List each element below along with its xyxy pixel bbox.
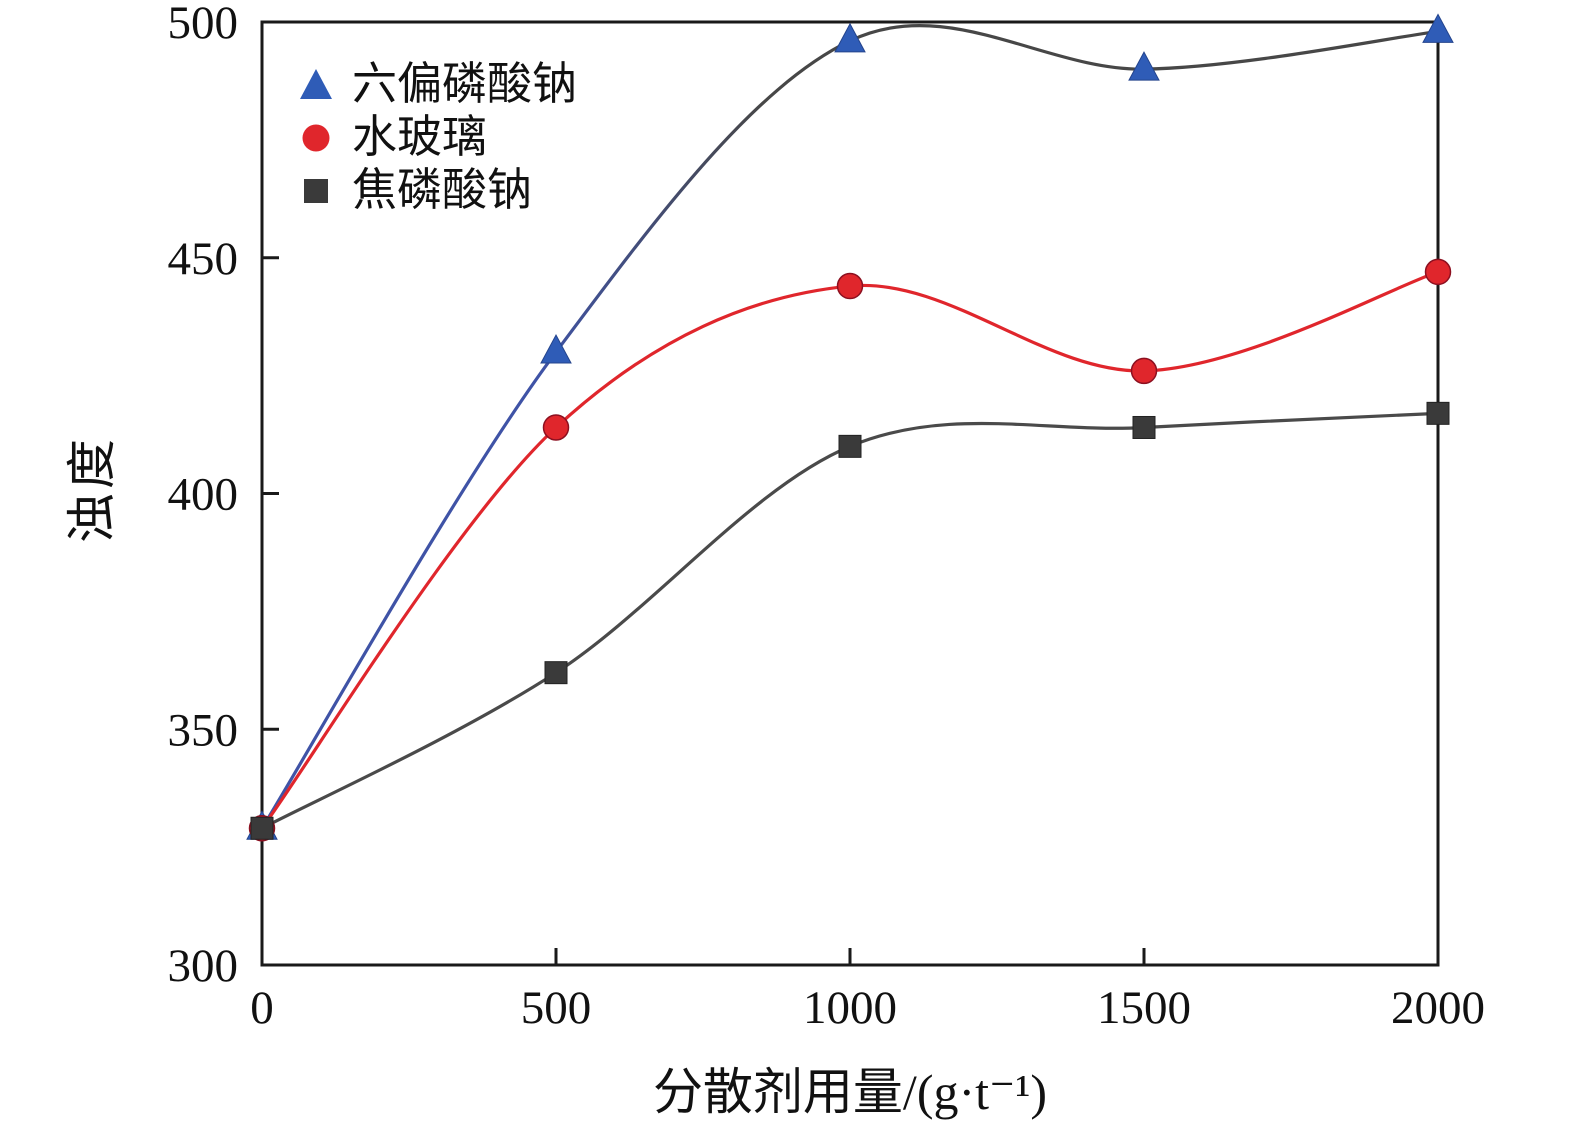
data-point-square xyxy=(544,661,568,685)
legend-label: 六偏磷酸钠 xyxy=(352,59,578,109)
y-tick-label: 400 xyxy=(168,469,239,521)
legend-item-series-2: 焦磷酸钠 xyxy=(296,164,577,217)
y-tick-label: 450 xyxy=(168,233,239,285)
data-point-circle xyxy=(542,414,570,441)
data-point-triangle xyxy=(834,22,866,53)
series-line-1 xyxy=(260,270,1440,830)
data-point-square xyxy=(1132,415,1156,439)
x-tick-label: 0 xyxy=(250,982,274,1034)
y-axis-label: 浊度 xyxy=(64,435,120,543)
legend-label: 水玻璃 xyxy=(352,112,488,162)
triangle-marker-icon xyxy=(300,68,332,99)
data-point-triangle xyxy=(540,333,572,364)
square-marker-icon xyxy=(304,178,328,203)
x-tick-label: 1500 xyxy=(1097,982,1191,1034)
data-point-circle xyxy=(1424,258,1452,286)
data-point-square xyxy=(838,434,862,458)
data-point-square xyxy=(250,816,274,840)
x-axis-label: 分散剂用量/(g·t⁻¹) xyxy=(652,1064,1048,1120)
y-tick-label: 500 xyxy=(168,0,239,49)
legend-item-series-1: 水玻璃 xyxy=(296,111,577,164)
series-line-2 xyxy=(260,411,1440,830)
legend-item-series-0: 六偏磷酸钠 xyxy=(296,58,577,111)
x-tick-label: 500 xyxy=(521,982,592,1034)
data-point-triangle xyxy=(1128,51,1160,81)
x-tick-label: 2000 xyxy=(1391,982,1485,1034)
y-tick-label: 300 xyxy=(168,940,239,992)
legend: 六偏磷酸钠 水玻璃 焦磷酸钠 xyxy=(296,58,577,217)
y-tick-label: 350 xyxy=(168,704,239,756)
series-line-0 xyxy=(260,24,1440,830)
data-point-triangle xyxy=(1422,13,1454,43)
legend-label: 焦磷酸钠 xyxy=(352,165,533,215)
circle-marker-icon xyxy=(302,124,330,151)
data-point-circle xyxy=(1130,357,1158,385)
x-tick-label: 1000 xyxy=(803,982,897,1034)
data-point-circle xyxy=(836,272,864,300)
data-point-square xyxy=(1426,401,1450,425)
